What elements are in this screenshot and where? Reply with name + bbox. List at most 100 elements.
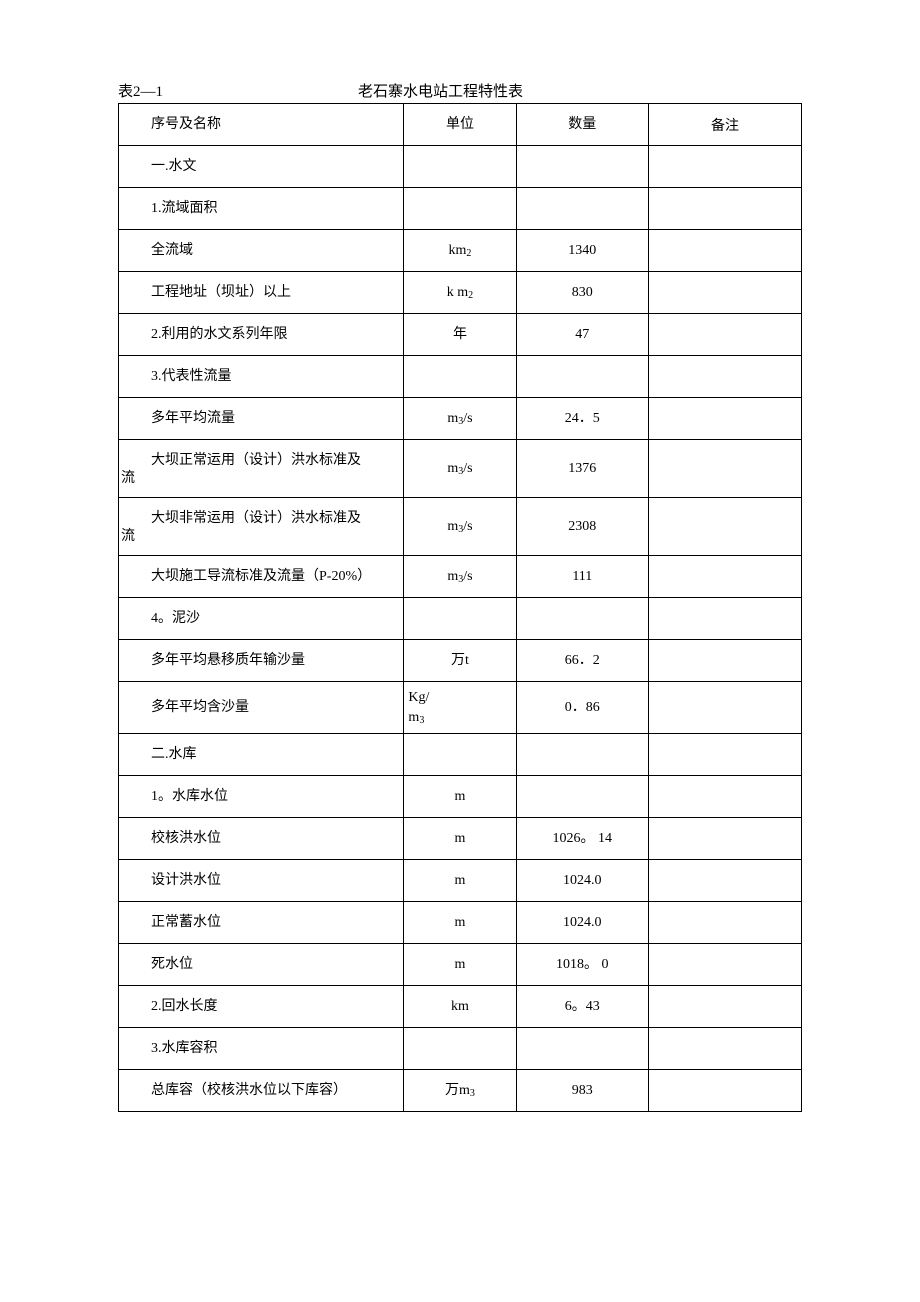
table-row: 设计洪水位m1024.0 — [119, 860, 802, 902]
table-row: 3.代表性流量 — [119, 356, 802, 398]
cell-name-wrap: 流 — [121, 526, 135, 547]
cell-quantity: 24．5 — [516, 398, 649, 440]
cell-name: 大坝正常运用（设计）洪水标准及流 — [119, 440, 404, 498]
cell-unit: m — [404, 776, 516, 818]
cell-unit: km — [404, 986, 516, 1028]
table-row: 大坝非常运用（设计）洪水标准及流m3/s2308 — [119, 498, 802, 556]
cell-quantity — [516, 188, 649, 230]
cell-name-wrap: 流 — [121, 468, 135, 489]
cell-unit: 万m3 — [404, 1070, 516, 1112]
cell-quantity — [516, 146, 649, 188]
cell-note — [649, 944, 802, 986]
table-number: 表2—1 — [118, 80, 358, 101]
cell-quantity: 数量 — [516, 104, 649, 146]
cell-unit: m — [404, 902, 516, 944]
cell-note — [649, 986, 802, 1028]
cell-quantity — [516, 598, 649, 640]
cell-note: 备注 — [649, 104, 802, 146]
document-page: 表2—1 老石寨水电站工程特性表 序号及名称单位数量备注一.水文1.流域面积全流… — [0, 0, 920, 1112]
cell-quantity: 2308 — [516, 498, 649, 556]
cell-name: 4。泥沙 — [119, 598, 404, 640]
cell-note — [649, 556, 802, 598]
table-row: 4。泥沙 — [119, 598, 802, 640]
table-row: 校核洪水位m1026。 14 — [119, 818, 802, 860]
cell-unit: km2 — [404, 230, 516, 272]
cell-quantity: 1376 — [516, 440, 649, 498]
cell-quantity — [516, 1028, 649, 1070]
cell-name: 多年平均悬移质年输沙量 — [119, 640, 404, 682]
table-row: 多年平均流量m3/s24．5 — [119, 398, 802, 440]
cell-unit: m3/s — [404, 398, 516, 440]
cell-quantity: 111 — [516, 556, 649, 598]
cell-note — [649, 734, 802, 776]
cell-quantity — [516, 776, 649, 818]
cell-quantity: 983 — [516, 1070, 649, 1112]
table-row: 大坝施工导流标准及流量（P-20%）m3/s111 — [119, 556, 802, 598]
table-row: 1。水库水位m — [119, 776, 802, 818]
cell-note — [649, 1028, 802, 1070]
cell-name: 二.水库 — [119, 734, 404, 776]
table-row: 大坝正常运用（设计）洪水标准及流m3/s1376 — [119, 440, 802, 498]
cell-unit — [404, 356, 516, 398]
cell-quantity: 1026。 14 — [516, 818, 649, 860]
cell-name: 1。水库水位 — [119, 776, 404, 818]
cell-unit: 万t — [404, 640, 516, 682]
cell-note — [649, 356, 802, 398]
cell-quantity: 1024.0 — [516, 860, 649, 902]
cell-note — [649, 598, 802, 640]
cell-note — [649, 398, 802, 440]
cell-name: 总库容（校核洪水位以下库容） — [119, 1070, 404, 1112]
cell-unit — [404, 146, 516, 188]
cell-unit: Kg/m3 — [404, 682, 516, 734]
cell-unit: m — [404, 944, 516, 986]
cell-note — [649, 1070, 802, 1112]
cell-note — [649, 860, 802, 902]
cell-name: 大坝非常运用（设计）洪水标准及流 — [119, 498, 404, 556]
table-row: 工程地址（坝址）以上k m2830 — [119, 272, 802, 314]
cell-note — [649, 776, 802, 818]
cell-note — [649, 272, 802, 314]
cell-note — [649, 230, 802, 272]
cell-note — [649, 818, 802, 860]
cell-name: 3.代表性流量 — [119, 356, 404, 398]
cell-note — [649, 682, 802, 734]
cell-note — [649, 498, 802, 556]
table-row: 2.利用的水文系列年限年47 — [119, 314, 802, 356]
cell-unit: m3/s — [404, 440, 516, 498]
cell-unit — [404, 1028, 516, 1070]
cell-quantity: 1024.0 — [516, 902, 649, 944]
cell-note — [649, 640, 802, 682]
cell-name: 序号及名称 — [119, 104, 404, 146]
table-row: 序号及名称单位数量备注 — [119, 104, 802, 146]
cell-name: 死水位 — [119, 944, 404, 986]
cell-unit — [404, 188, 516, 230]
table-row: 死水位m1018。 0 — [119, 944, 802, 986]
table-row: 多年平均悬移质年输沙量万t66．2 — [119, 640, 802, 682]
cell-name: 1.流域面积 — [119, 188, 404, 230]
cell-quantity: 47 — [516, 314, 649, 356]
cell-name: 全流域 — [119, 230, 404, 272]
cell-quantity: 830 — [516, 272, 649, 314]
table-row: 多年平均含沙量Kg/m30．86 — [119, 682, 802, 734]
cell-unit: 单位 — [404, 104, 516, 146]
cell-quantity: 6。43 — [516, 986, 649, 1028]
table-row: 1.流域面积 — [119, 188, 802, 230]
cell-note — [649, 188, 802, 230]
cell-note — [649, 146, 802, 188]
cell-unit: m — [404, 818, 516, 860]
cell-name: 设计洪水位 — [119, 860, 404, 902]
cell-note — [649, 440, 802, 498]
cell-name: 多年平均流量 — [119, 398, 404, 440]
cell-quantity — [516, 356, 649, 398]
cell-name: 2.利用的水文系列年限 — [119, 314, 404, 356]
cell-name: 大坝施工导流标准及流量（P-20%） — [119, 556, 404, 598]
table-row: 二.水库 — [119, 734, 802, 776]
table-title: 老石寨水电站工程特性表 — [358, 80, 523, 101]
cell-name: 一.水文 — [119, 146, 404, 188]
table-row: 总库容（校核洪水位以下库容）万m3983 — [119, 1070, 802, 1112]
cell-note — [649, 314, 802, 356]
cell-note — [649, 902, 802, 944]
cell-name: 多年平均含沙量 — [119, 682, 404, 734]
characteristics-table: 序号及名称单位数量备注一.水文1.流域面积全流域km21340工程地址（坝址）以… — [118, 103, 802, 1112]
cell-unit — [404, 734, 516, 776]
